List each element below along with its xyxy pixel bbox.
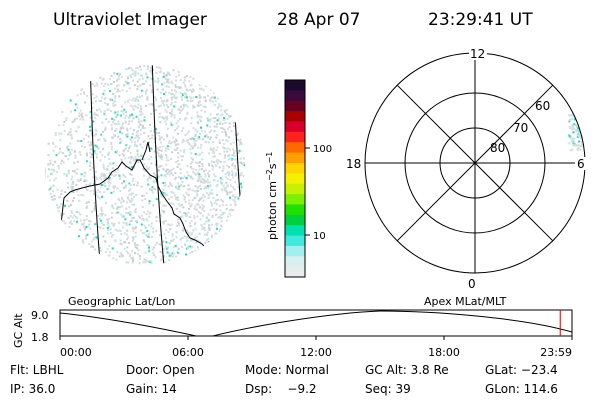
colorbar-block bbox=[285, 90, 305, 102]
colorbar-frame bbox=[284, 79, 306, 278]
colorbar-block bbox=[285, 173, 305, 185]
timeline-y-tick: 9.0 bbox=[31, 309, 49, 322]
timeline-x-tick-label: 18:00 bbox=[428, 346, 460, 359]
info-seq: Seq: 39 bbox=[365, 382, 411, 396]
label-bg bbox=[344, 157, 364, 170]
mlat-label-80: 80 bbox=[490, 141, 505, 155]
timeline-x-tick-label: 12:00 bbox=[300, 346, 332, 359]
colorbar-block bbox=[285, 162, 305, 174]
timeline-axis-label: GC Alt bbox=[12, 313, 25, 348]
timeline-y-tick: 1.8 bbox=[31, 331, 49, 344]
mlt-label-top: 12 bbox=[470, 47, 485, 61]
polar-grid bbox=[364, 52, 586, 274]
info-flt: Flt: LBHL bbox=[10, 363, 64, 377]
info-glon: GLon: 114.6 bbox=[485, 382, 558, 396]
colorbar-block bbox=[285, 256, 305, 268]
info-gain: Gain: 14 bbox=[126, 382, 177, 396]
timeline-x-tick-label: 00:00 bbox=[60, 346, 92, 359]
mlat-label-60: 60 bbox=[535, 99, 550, 113]
timeline-frame bbox=[59, 309, 573, 337]
colorbar-block bbox=[285, 100, 305, 112]
colorbar-label: photon cm−2s−1 bbox=[265, 152, 279, 240]
altitude-curve bbox=[60, 310, 572, 336]
colorbar-gradient bbox=[285, 80, 305, 278]
colorbar-block bbox=[285, 183, 305, 195]
observation-time: 23:29:41 UT bbox=[428, 10, 533, 30]
mlat-label-70: 70 bbox=[513, 121, 528, 135]
colorbar: 100 10 photon cm−2s−1 bbox=[265, 79, 332, 278]
timeline-x-ticks: 00:00 06:00 12:00 18:00 23:59 bbox=[59, 336, 573, 359]
colorbar-block bbox=[285, 214, 305, 226]
colorbar-block bbox=[285, 131, 305, 143]
geographic-panel bbox=[45, 65, 245, 265]
colorbar-block bbox=[285, 194, 305, 206]
colorbar-block bbox=[285, 204, 305, 216]
colorbar-block bbox=[285, 266, 305, 278]
mlt-label-bottom: 0 bbox=[468, 277, 476, 291]
label-bg bbox=[469, 47, 487, 60]
colorbar-block bbox=[285, 225, 305, 237]
timeline-x-tick-label: 06:00 bbox=[172, 346, 204, 359]
info-glat: GLat: −23.4 bbox=[485, 363, 558, 377]
info-ip: IP: 36.0 bbox=[10, 382, 56, 396]
info-door: Door: Open bbox=[126, 363, 195, 377]
colorbar-block bbox=[285, 235, 305, 247]
label-bg bbox=[575, 157, 587, 170]
mlt-label-right: 6 bbox=[577, 157, 585, 171]
colorbar-block bbox=[285, 245, 305, 257]
instrument-title: Ultraviolet Imager bbox=[53, 10, 207, 30]
label-bg bbox=[467, 277, 479, 290]
altitude-timeline: GC Alt 9.0 1.8 00:00 06:00 12:00 18:00 23:59 bbox=[12, 309, 573, 359]
coastline bbox=[59, 141, 215, 257]
mlt-label-left: 18 bbox=[346, 157, 361, 171]
colorbar-tick-label: 10 bbox=[313, 231, 326, 242]
info-dsp: Dsp: −9.2 bbox=[245, 382, 317, 396]
geo-panel-label: Geographic Lat/Lon bbox=[68, 295, 175, 308]
polar-edge-emission bbox=[568, 111, 585, 152]
polar-diagonal bbox=[396, 84, 554, 242]
colorbar-block bbox=[285, 111, 305, 123]
colorbar-block bbox=[285, 152, 305, 164]
timeline-x-tick-label: 23:59 bbox=[540, 346, 572, 359]
info-gc-alt: GC Alt: 3.8 Re bbox=[365, 363, 449, 377]
colorbar-block bbox=[285, 80, 305, 91]
info-mode: Mode: Normal bbox=[245, 363, 329, 377]
polar-panel: 12 18 6 0 60 70 80 bbox=[344, 47, 587, 291]
colorbar-block bbox=[285, 121, 305, 133]
observation-date: 28 Apr 07 bbox=[277, 10, 361, 30]
uv-emission-speckle bbox=[47, 65, 245, 265]
colorbar-block bbox=[285, 142, 305, 154]
polar-panel-label: Apex MLat/MLT bbox=[424, 295, 507, 308]
colorbar-tick-label: 100 bbox=[313, 144, 332, 155]
